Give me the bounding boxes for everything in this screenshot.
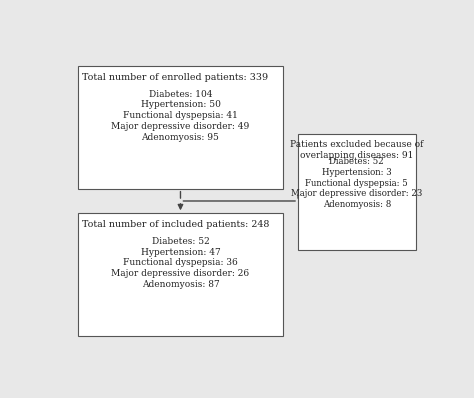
Text: Hypertension: 3: Hypertension: 3	[322, 168, 392, 177]
Text: Hypertension: 47: Hypertension: 47	[141, 248, 220, 257]
Text: Functional dyspepsia: 36: Functional dyspepsia: 36	[123, 258, 238, 267]
Text: Diabetes: 52: Diabetes: 52	[329, 157, 384, 166]
Text: Functional dyspepsia: 5: Functional dyspepsia: 5	[305, 179, 408, 187]
FancyBboxPatch shape	[298, 134, 416, 250]
Text: Adenomyosis: 95: Adenomyosis: 95	[142, 133, 219, 142]
Text: Hypertension: 50: Hypertension: 50	[140, 100, 220, 109]
Text: Adenomyosis: 87: Adenomyosis: 87	[142, 280, 219, 289]
Text: Major depressive disorder: 49: Major depressive disorder: 49	[111, 122, 250, 131]
Text: Patients excluded because of
overlapping diseases: 91: Patients excluded because of overlapping…	[290, 140, 423, 160]
Text: Major depressive disorder: 23: Major depressive disorder: 23	[291, 189, 422, 198]
Text: Diabetes: 52: Diabetes: 52	[152, 237, 210, 246]
FancyBboxPatch shape	[78, 213, 283, 336]
Text: Adenomyosis: 8: Adenomyosis: 8	[323, 200, 391, 209]
Text: Total number of included patients: 248: Total number of included patients: 248	[82, 220, 269, 229]
Text: Functional dyspepsia: 41: Functional dyspepsia: 41	[123, 111, 238, 120]
Text: Diabetes: 104: Diabetes: 104	[149, 90, 212, 99]
Text: Total number of enrolled patients: 339: Total number of enrolled patients: 339	[82, 73, 268, 82]
Text: Major depressive disorder: 26: Major depressive disorder: 26	[111, 269, 249, 278]
FancyBboxPatch shape	[78, 66, 283, 189]
